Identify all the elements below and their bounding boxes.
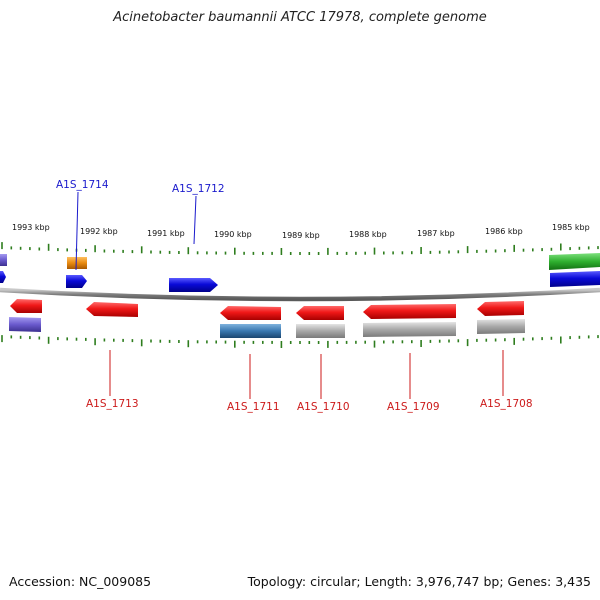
label-A1S_1711[interactable]: A1S_1711 (227, 401, 280, 413)
gene-A1S_1712[interactable] (169, 278, 218, 292)
gene-labels: A1S_1714 A1S_1712 A1S_1713 A1S_1711 A1S_… (56, 179, 533, 413)
kbp-label-1987: 1987 kbp (417, 229, 455, 238)
gene-A1S_1714[interactable] (66, 275, 87, 288)
feature-gray-1709[interactable] (363, 322, 456, 337)
feature-purple-top-left[interactable] (0, 254, 7, 266)
gene-A1S_1708[interactable] (477, 301, 524, 316)
gene-A1S_1709[interactable] (363, 304, 456, 319)
topology-summary: Topology: circular; Length: 3,976,747 bp… (247, 574, 591, 589)
kbp-label-1986: 1986 kbp (485, 227, 523, 236)
feature-gray-1708[interactable] (477, 319, 525, 334)
accession-text: Accession: NC_009085 (9, 574, 152, 589)
feature-orange-rna[interactable] (67, 257, 87, 269)
kbp-label-1985: 1985 kbp (552, 223, 590, 232)
feature-steel-1711[interactable] (220, 324, 281, 338)
gene-A1S_1713[interactable] (86, 302, 138, 317)
label-A1S_1709[interactable]: A1S_1709 (387, 401, 440, 413)
reverse-strand-features (9, 299, 525, 338)
label-A1S_1714[interactable]: A1S_1714 (56, 179, 109, 191)
kbp-label-1993: 1993 kbp (12, 223, 50, 232)
kbp-label-1991: 1991 kbp (147, 229, 185, 238)
feature-gray-1710[interactable] (296, 324, 345, 338)
leader-lines (75, 191, 504, 399)
label-A1S_1713[interactable]: A1S_1713 (86, 398, 139, 410)
map-title: Acinetobacter baumannii ATCC 17978, comp… (113, 10, 487, 25)
gene-red-far-left[interactable] (10, 299, 42, 313)
upper-tick-ruler (1, 242, 599, 255)
lower-tick-ruler (1, 335, 599, 348)
gene-A1S_1710[interactable] (296, 306, 344, 320)
label-A1S_1708[interactable]: A1S_1708 (480, 398, 533, 410)
leader-A1S_1712 (193, 195, 197, 245)
feature-purple-bottom-left[interactable] (9, 317, 41, 332)
label-A1S_1710[interactable]: A1S_1710 (297, 401, 350, 413)
gene-A1S_1711[interactable] (220, 306, 281, 320)
feature-blue-left-edge[interactable] (0, 271, 6, 283)
leader-A1S_1714 (75, 191, 79, 271)
kbp-label-1989: 1989 kbp (282, 231, 320, 240)
kbp-label-1992: 1992 kbp (80, 227, 118, 236)
feature-green-right[interactable] (549, 253, 600, 270)
label-A1S_1712[interactable]: A1S_1712 (172, 183, 225, 195)
feature-blue-right[interactable] (550, 271, 600, 287)
kbp-labels: 1993 kbp 1992 kbp 1991 kbp 1990 kbp 1989… (12, 223, 590, 240)
kbp-label-1988: 1988 kbp (349, 230, 387, 239)
kbp-label-1990: 1990 kbp (214, 230, 252, 239)
genome-backbone (0, 287, 600, 302)
forward-strand-features (0, 253, 600, 292)
